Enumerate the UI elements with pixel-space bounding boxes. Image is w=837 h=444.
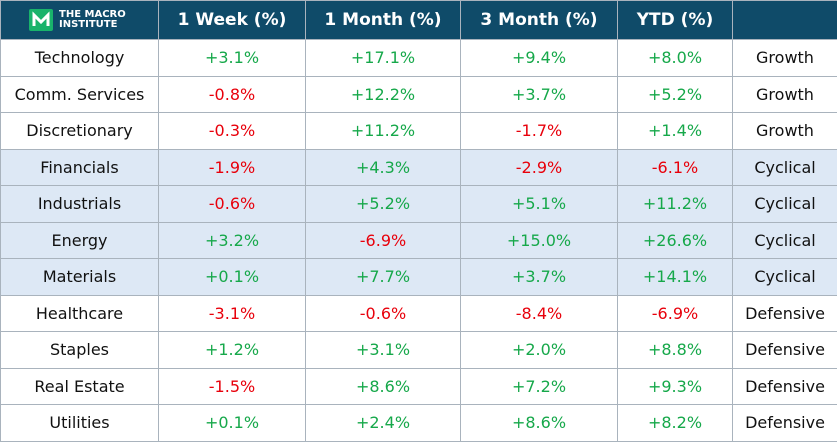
table-row: Comm. Services -0.8% +12.2% +3.7% +5.2% Growt… — [0, 75, 837, 113]
return-cell: -8.4% — [460, 294, 618, 332]
return-cell: -1.9% — [158, 148, 306, 186]
table-row: Technology +3.1% +17.1% +9.4% +8.0% Growth — [0, 39, 837, 77]
style-cell: Cyclical — [732, 258, 837, 296]
return-cell: +8.2% — [617, 404, 733, 442]
return-cell: +3.1% — [158, 39, 306, 77]
logo-text: THE MACRO INSTITUTE — [59, 10, 126, 30]
return-cell: +17.1% — [305, 39, 461, 77]
style-cell: Defensive — [732, 367, 837, 405]
column-header: 1 Month (%) — [305, 0, 461, 40]
return-cell: +11.2% — [617, 185, 733, 223]
table-row: Staples +1.2% +3.1% +2.0% +8.8% Defensive — [0, 331, 837, 369]
sector-cell: Comm. Services — [0, 75, 159, 113]
table-row: Utilities +0.1% +2.4% +8.6% +8.2% Defensive — [0, 404, 837, 442]
return-cell: -0.6% — [305, 294, 461, 332]
return-cell: +0.1% — [158, 258, 306, 296]
logo-line: THE MACRO — [59, 9, 126, 20]
style-cell: Cyclical — [732, 148, 837, 186]
return-cell: +11.2% — [305, 112, 461, 150]
return-cell: +0.1% — [158, 404, 306, 442]
header-row: THE MACRO INSTITUTE 1 Week (%) 1 Month (%)… — [0, 0, 837, 40]
return-cell: -1.5% — [158, 367, 306, 405]
style-cell: Growth — [732, 75, 837, 113]
sector-cell: Materials — [0, 258, 159, 296]
return-cell: -3.1% — [158, 294, 306, 332]
return-cell: +5.1% — [460, 185, 618, 223]
return-cell: +9.3% — [617, 367, 733, 405]
return-cell: +3.7% — [460, 258, 618, 296]
return-cell: +12.2% — [305, 75, 461, 113]
return-cell: +14.1% — [617, 258, 733, 296]
return-cell: -6.9% — [305, 221, 461, 259]
return-cell: -2.9% — [460, 148, 618, 186]
return-cell: +3.2% — [158, 221, 306, 259]
logo: THE MACRO INSTITUTE — [2, 9, 158, 31]
table-row: Industrials -0.6% +5.2% +5.1% +11.2% Cyclical — [0, 185, 837, 223]
return-cell: +4.3% — [305, 148, 461, 186]
return-cell: -0.8% — [158, 75, 306, 113]
return-cell: -6.9% — [617, 294, 733, 332]
sector-cell: Healthcare — [0, 294, 159, 332]
return-cell: +9.4% — [460, 39, 618, 77]
style-cell: Growth — [732, 39, 837, 77]
return-cell: +8.0% — [617, 39, 733, 77]
return-cell: +26.6% — [617, 221, 733, 259]
sector-cell: Staples — [0, 331, 159, 369]
column-header: YTD (%) — [617, 0, 733, 40]
table-row: Real Estate -1.5% +8.6% +7.2% +9.3% Defensive — [0, 367, 837, 405]
return-cell: +2.0% — [460, 331, 618, 369]
table-body: Technology +3.1% +17.1% +9.4% +8.0% Growth Com… — [0, 39, 837, 442]
return-cell: +3.1% — [305, 331, 461, 369]
return-cell: -0.6% — [158, 185, 306, 223]
sector-cell: Energy — [0, 221, 159, 259]
table-row: Energy +3.2% -6.9% +15.0% +26.6% Cyclical — [0, 221, 837, 259]
return-cell: -0.3% — [158, 112, 306, 150]
style-cell: Cyclical — [732, 221, 837, 259]
return-cell: +3.7% — [460, 75, 618, 113]
style-cell: Cyclical — [732, 185, 837, 223]
return-cell: +2.4% — [305, 404, 461, 442]
style-cell: Defensive — [732, 294, 837, 332]
table-row: Discretionary -0.3% +11.2% -1.7% +1.4% Growth — [0, 112, 837, 150]
column-header: 1 Week (%) — [158, 0, 306, 40]
return-cell: +5.2% — [305, 185, 461, 223]
sector-cell: Utilities — [0, 404, 159, 442]
return-cell: -6.1% — [617, 148, 733, 186]
table-row: Financials -1.9% +4.3% -2.9% -6.1% Cyclical — [0, 148, 837, 186]
return-cell: +5.2% — [617, 75, 733, 113]
return-cell: +8.8% — [617, 331, 733, 369]
sector-cell: Discretionary — [0, 112, 159, 150]
return-cell: +7.7% — [305, 258, 461, 296]
return-cell: +8.6% — [305, 367, 461, 405]
return-cell: +1.4% — [617, 112, 733, 150]
column-header: 3 Month (%) — [460, 0, 618, 40]
logo-icon — [29, 9, 53, 31]
style-cell: Defensive — [732, 331, 837, 369]
style-cell: Growth — [732, 112, 837, 150]
sector-cell: Financials — [0, 148, 159, 186]
logo-cell: THE MACRO INSTITUTE — [0, 0, 159, 40]
return-cell: +7.2% — [460, 367, 618, 405]
sector-cell: Technology — [0, 39, 159, 77]
column-header — [732, 0, 837, 40]
sector-cell: Industrials — [0, 185, 159, 223]
table-row: Materials +0.1% +7.7% +3.7% +14.1% Cyclical — [0, 258, 837, 296]
sector-cell: Real Estate — [0, 367, 159, 405]
logo-line: INSTITUTE — [59, 19, 118, 30]
style-cell: Defensive — [732, 404, 837, 442]
table-row: Healthcare -3.1% -0.6% -8.4% -6.9% Defensive — [0, 294, 837, 332]
return-cell: -1.7% — [460, 112, 618, 150]
return-cell: +1.2% — [158, 331, 306, 369]
return-cell: +15.0% — [460, 221, 618, 259]
return-cell: +8.6% — [460, 404, 618, 442]
